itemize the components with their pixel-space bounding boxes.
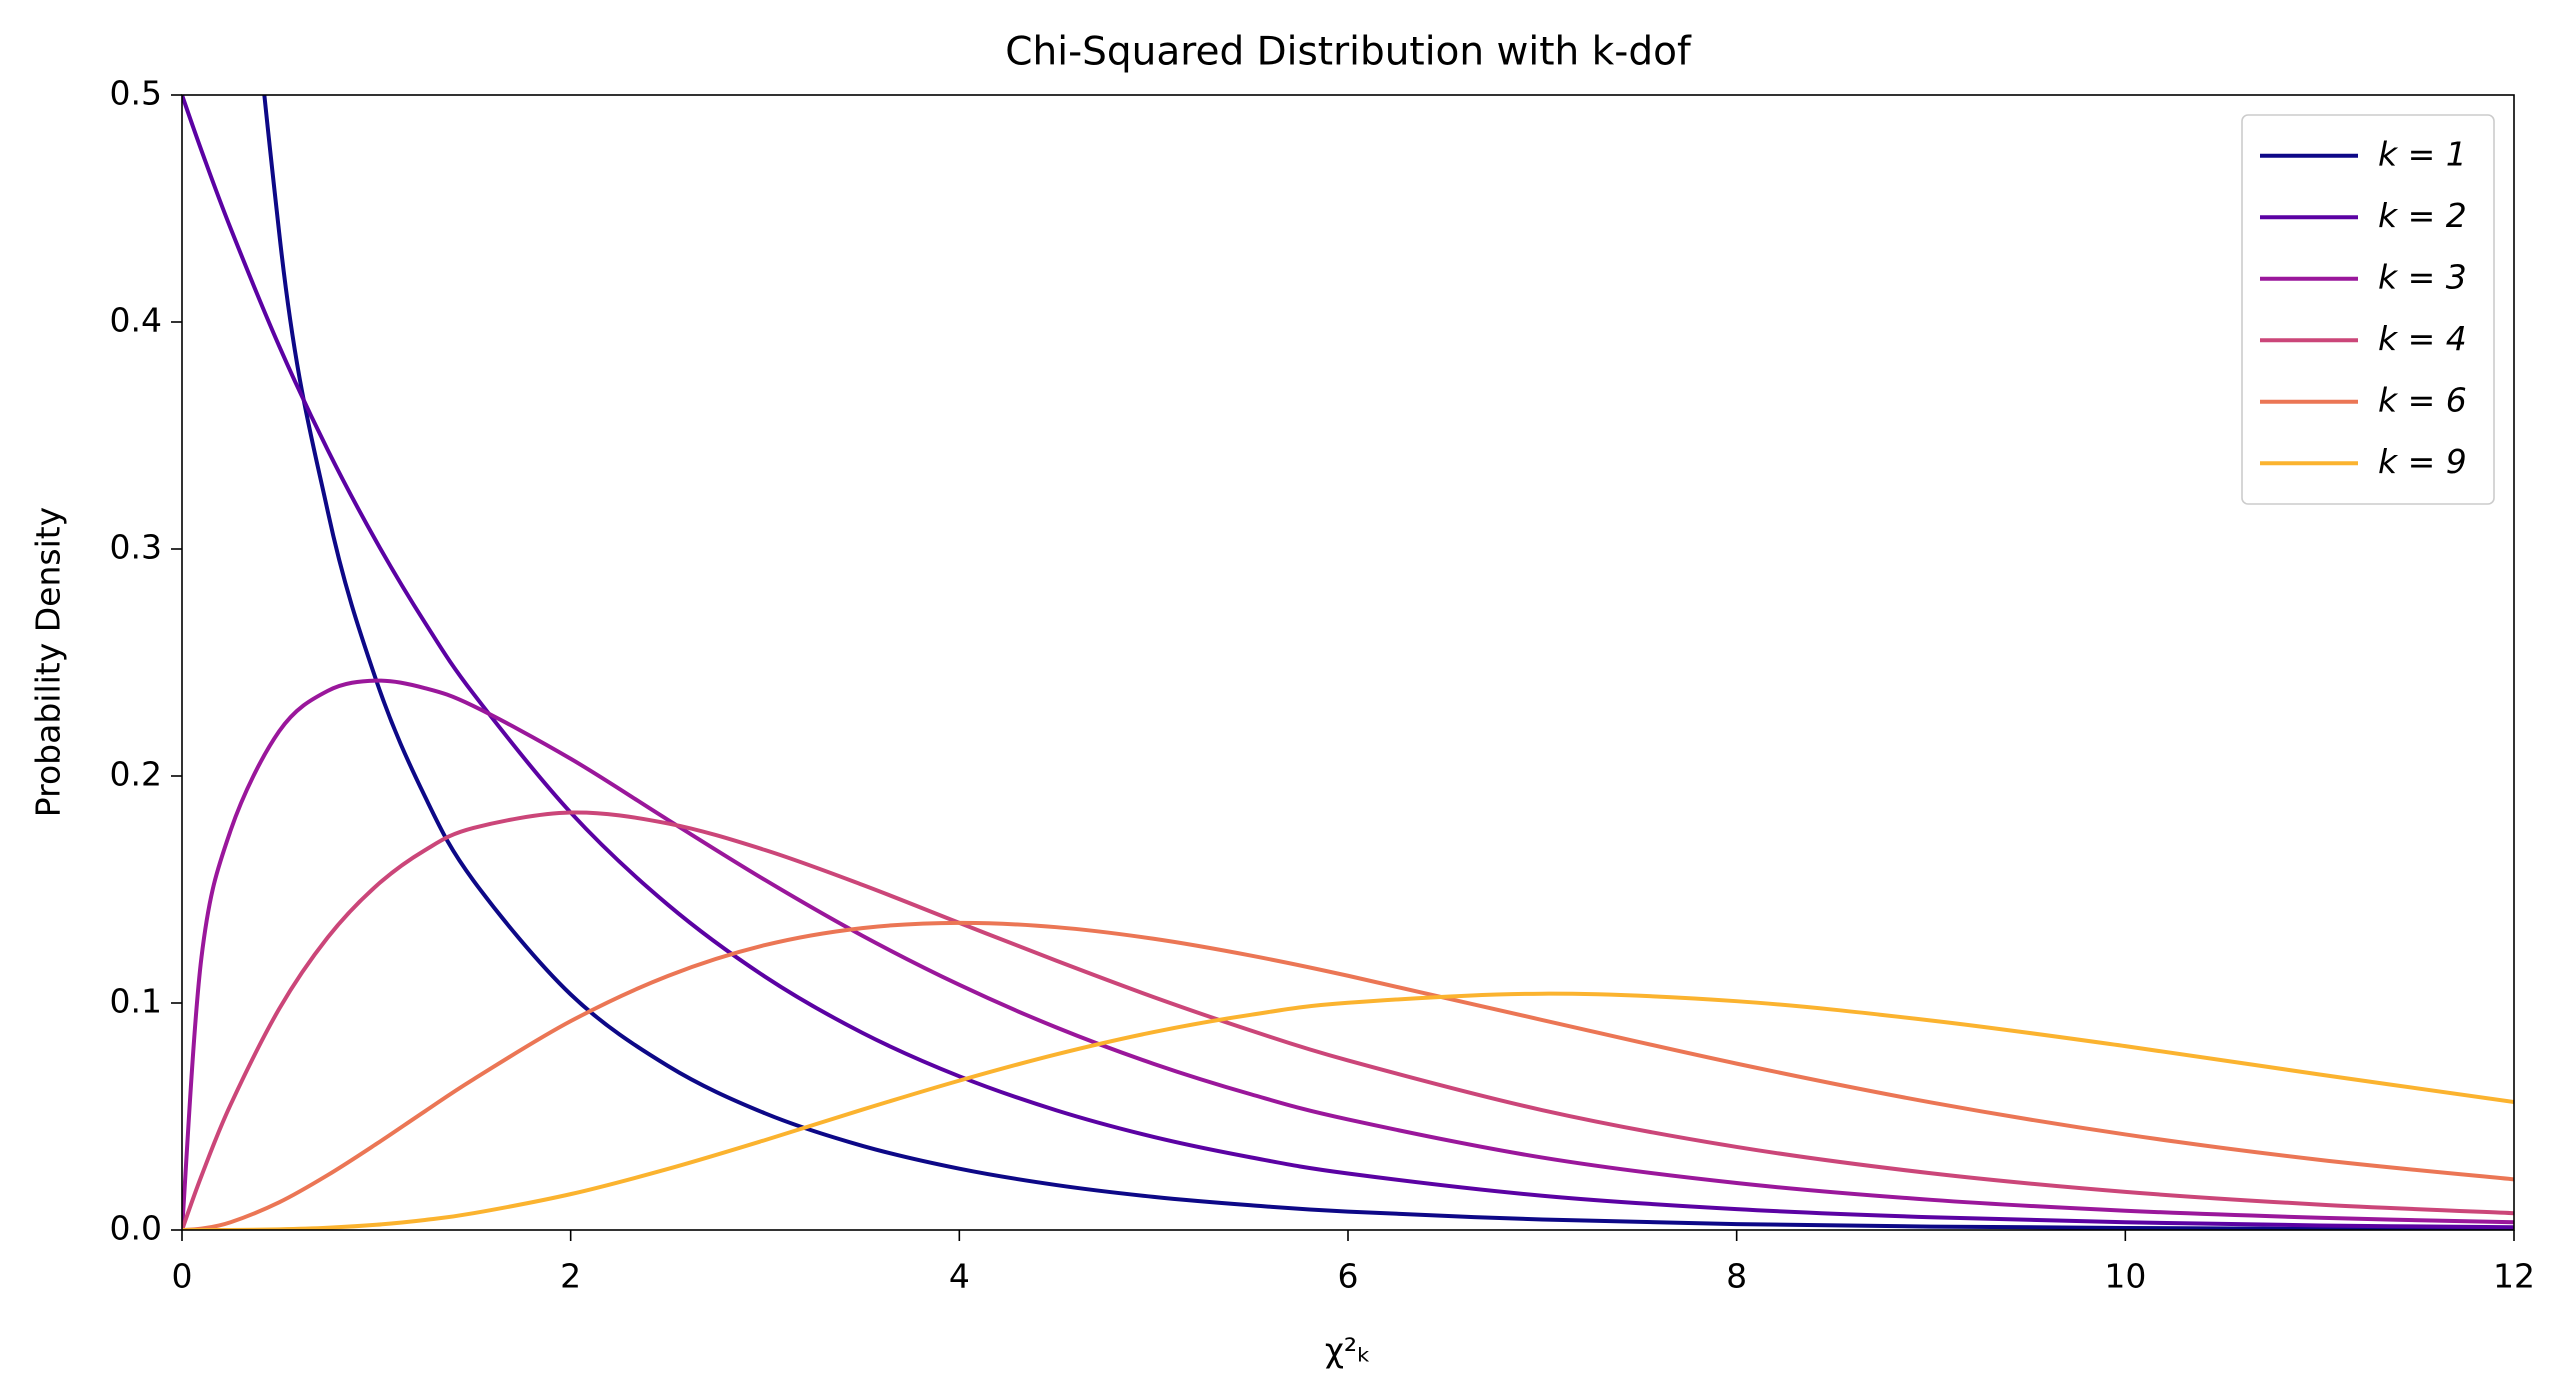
plot-frame <box>181 94 2515 1231</box>
x-axis-label: χ²ₖ <box>1325 1331 1371 1370</box>
series <box>262 95 2514 1230</box>
series <box>182 920 2514 1230</box>
legend-label: k = 6 <box>2378 380 2467 419</box>
legend-label: k = 4 <box>2378 319 2467 358</box>
line <box>182 678 2514 1230</box>
x-tick-label: 0 <box>172 1257 193 1296</box>
y-axis-label: Probability Density <box>29 507 68 817</box>
series <box>182 810 2514 1230</box>
series <box>182 95 2514 1230</box>
series <box>182 678 2514 1230</box>
x-tick-label: 12 <box>2493 1257 2535 1296</box>
legend-box <box>2241 114 2495 505</box>
x-tick-label: 6 <box>1338 1257 1359 1296</box>
legend-label: k = 1 <box>2378 134 2467 173</box>
line <box>262 95 2514 1230</box>
x-tick-label: 2 <box>560 1257 581 1296</box>
line <box>182 920 2514 1230</box>
y-tick-label: 0.0 <box>110 1209 162 1248</box>
legend-label: k = 3 <box>2378 257 2467 296</box>
x-tick-label: 10 <box>2104 1257 2146 1296</box>
line <box>182 95 2514 1230</box>
line <box>182 991 2514 1230</box>
line <box>182 810 2514 1230</box>
y-tick-label: 0.1 <box>110 982 162 1021</box>
x-tick-label: 8 <box>1726 1257 1747 1296</box>
y-tick-label: 0.2 <box>110 755 162 794</box>
y-tick-label: 0.4 <box>110 301 162 340</box>
y-tick-label: 0.3 <box>110 528 162 567</box>
legend-label: k = 9 <box>2378 442 2467 481</box>
chart-title: Chi-Squared Distribution with k-dof <box>1005 30 1692 75</box>
series <box>182 991 2514 1230</box>
x-tick-label: 4 <box>949 1257 970 1296</box>
y-tick-label: 0.5 <box>110 74 162 113</box>
legend-label: k = 2 <box>2378 196 2467 235</box>
